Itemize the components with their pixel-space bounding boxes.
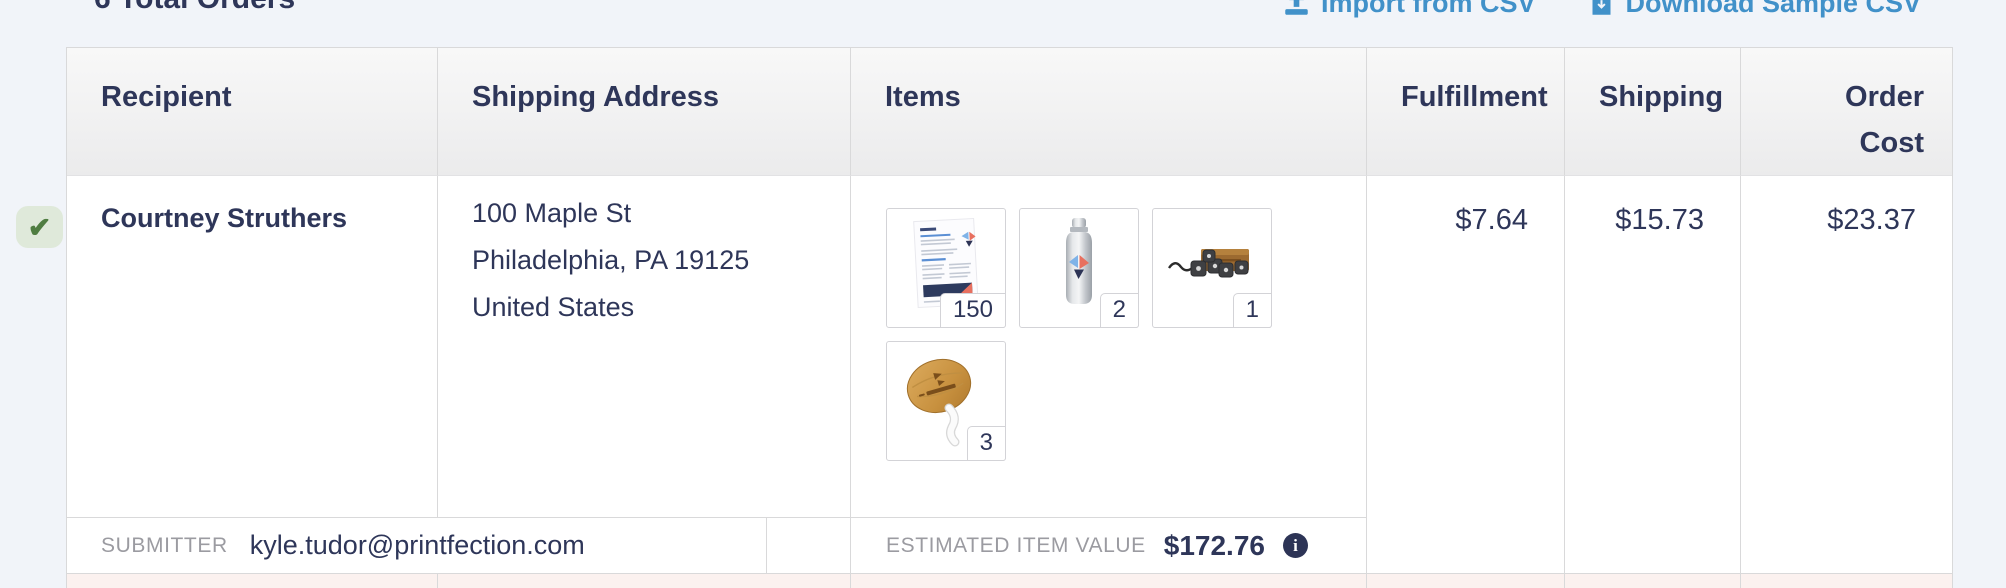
next-row-recipient-cell <box>67 574 438 588</box>
next-row-shipping-cell <box>1565 574 1741 588</box>
flyer-thumbnail-image <box>887 209 1005 327</box>
items-grid: 150 <box>886 208 1286 461</box>
next-row-order-cost-cell <box>1741 574 1952 588</box>
submitter-label: SUBMITTER <box>101 533 228 557</box>
column-header-items: Items <box>851 48 1367 176</box>
next-row-address-cell <box>438 574 851 588</box>
upload-icon <box>1283 0 1310 17</box>
estimated-item-value-cell: ESTIMATED ITEM VALUE $172.76 i <box>851 518 1366 573</box>
estimated-item-value-label: ESTIMATED ITEM VALUE <box>886 533 1146 557</box>
column-header-shipping: Shipping <box>1565 48 1741 176</box>
item-tile-water-bottle[interactable]: 2 <box>1019 208 1139 328</box>
download-sample-csv-label: Download Sample CSV <box>1625 0 1922 18</box>
info-icon[interactable]: i <box>1282 533 1308 558</box>
recipient-cell: Courtney Struthers <box>67 176 438 518</box>
order-footer-row: SUBMITTER kyle.tudor@printfection.com ES… <box>67 518 1367 574</box>
import-from-csv-label: Import from CSV <box>1321 0 1536 18</box>
orders-table: Recipient Shipping Address Items Fulfill… <box>66 47 1953 588</box>
address-line-1: 100 Maple St <box>472 198 632 228</box>
item-qty-badge: 3 <box>966 426 1006 461</box>
order-cost-cell: $23.37 <box>1741 176 1952 574</box>
footer-spacer-cell <box>767 518 851 573</box>
item-tile-flyer[interactable]: 150 <box>886 208 1006 328</box>
shipping-cost-cell: $15.73 <box>1565 176 1741 574</box>
item-qty-badge: 2 <box>1099 293 1139 328</box>
items-cell: 150 <box>851 176 1367 518</box>
row-valid-check-badge: ✔ <box>16 206 63 248</box>
bamboo-charger-thumbnail-image <box>887 342 1005 460</box>
check-icon: ✔ <box>27 211 52 243</box>
address-line-2: Philadelphia, PA 19125 <box>472 245 750 275</box>
shipping-address-cell: 100 Maple St Philadelphia, PA 19125 Unit… <box>438 176 851 518</box>
column-header-shipping-address: Shipping Address <box>438 48 851 176</box>
item-tile-dice-box[interactable]: 1 <box>1152 208 1272 328</box>
download-sample-csv-link[interactable]: Download Sample CSV <box>1588 0 1922 19</box>
water-bottle-thumbnail-image <box>1020 209 1138 327</box>
column-header-recipient: Recipient <box>67 48 438 176</box>
csv-actions: Import from CSV Download Sample CSV <box>1283 0 1921 19</box>
address-line-3: United States <box>472 292 635 322</box>
page-title: 6 Total Orders <box>94 0 295 16</box>
next-row-fulfillment-cell <box>1367 574 1565 588</box>
recipient-name: Courtney Struthers <box>101 203 348 233</box>
submitter-email: kyle.tudor@printfection.com <box>249 530 585 560</box>
next-row-items-cell <box>851 574 1367 588</box>
fulfillment-cost-cell: $7.64 <box>1367 176 1565 574</box>
download-icon <box>1588 0 1615 17</box>
item-qty-badge: 150 <box>939 293 1006 328</box>
estimated-item-value: $172.76 <box>1163 529 1265 561</box>
item-qty-badge: 1 <box>1232 293 1272 328</box>
dice-box-thumbnail-image <box>1153 209 1271 327</box>
submitter-cell: SUBMITTER kyle.tudor@printfection.com <box>67 518 767 573</box>
column-header-order-cost-label: Order Cost <box>1845 81 1924 159</box>
column-header-order-cost: Order Cost <box>1741 48 1952 176</box>
column-header-fulfillment: Fulfillment <box>1367 48 1565 176</box>
item-tile-bamboo-charger[interactable]: 3 <box>886 341 1006 461</box>
import-from-csv-link[interactable]: Import from CSV <box>1283 0 1536 19</box>
